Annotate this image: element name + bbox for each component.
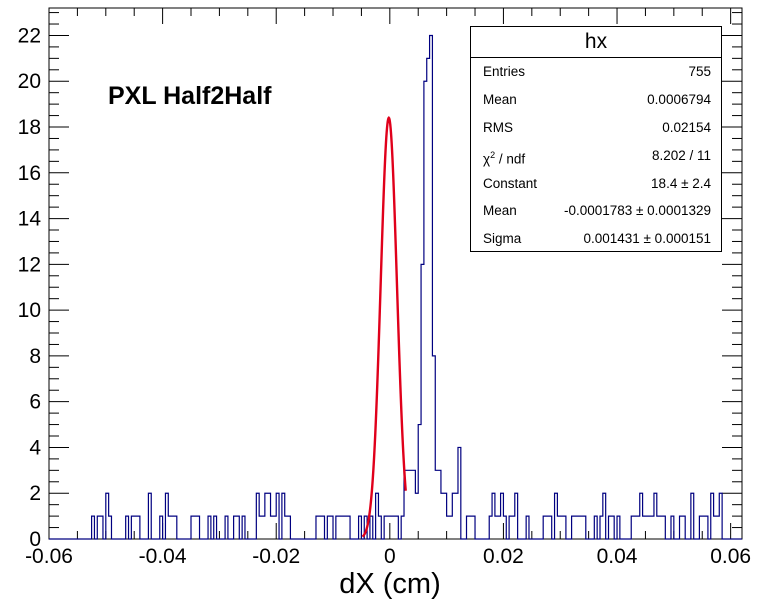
- stats-row-mean: Mean 0.0006794: [471, 86, 721, 114]
- stats-label: Sigma: [483, 231, 522, 247]
- stats-label: Mean: [483, 91, 517, 107]
- y-tick-label: 20: [18, 70, 41, 93]
- stats-title: hx: [471, 27, 721, 58]
- stats-label: Mean: [483, 203, 517, 219]
- plot-frame: [48, 7, 743, 540]
- stats-value: 0.02154: [662, 119, 711, 135]
- stats-row-sigma: Sigma 0.001431 ± 0.000151: [471, 225, 721, 253]
- x-tick-label: 0: [384, 545, 396, 568]
- stats-row-rms: RMS 0.02154: [471, 114, 721, 142]
- y-tick-label: 12: [18, 253, 41, 276]
- y-tick-label: 14: [18, 208, 42, 231]
- stats-row-fit-mean: Mean -0.0001783 ± 0.0001329: [471, 197, 721, 225]
- stats-box: hx Entries 755 Mean 0.0006794 RMS 0.0215…: [470, 26, 722, 252]
- y-tick-label: 8: [29, 345, 41, 368]
- stats-value: 18.4 ± 2.4: [651, 175, 711, 191]
- stats-label: Entries: [483, 64, 526, 79]
- x-tick-label: -0.02: [252, 545, 300, 568]
- stats-value: 8.202 / 11: [651, 147, 711, 163]
- stats-row-chi2: χ2 / ndf 8.202 / 11: [471, 142, 721, 170]
- stats-value: 0.001431 ± 0.000151: [583, 231, 711, 247]
- y-tick-label: 16: [18, 162, 41, 185]
- stats-value: -0.0001783 ± 0.0001329: [563, 203, 711, 219]
- axis-ticks: [48, 8, 742, 540]
- y-tick-label: 0: [29, 528, 41, 551]
- x-tick-label: -0.04: [139, 545, 187, 568]
- x-tick-label: 0.06: [710, 545, 751, 568]
- x-tick-label: 0.04: [597, 545, 638, 568]
- y-tick-label: 4: [29, 436, 41, 459]
- histogram-line: [49, 34, 742, 540]
- y-tick-label: 10: [18, 299, 41, 322]
- y-tick-labels: 0 2 4 6 8 10 12 14 16 18 20 22: [18, 24, 42, 551]
- stats-label: RMS: [483, 119, 513, 135]
- plot-title: PXL Half2Half: [108, 82, 272, 110]
- x-tick-label: 0.02: [483, 545, 524, 568]
- stats-label-chi2: χ2 / ndf: [483, 149, 526, 167]
- stats-label: Constant: [483, 175, 538, 191]
- x-axis-title: dX (cm): [339, 568, 441, 600]
- y-tick-label: 6: [29, 391, 41, 414]
- gaussian-fit-curve: [361, 116, 407, 538]
- stats-row-constant: Constant 18.4 ± 2.4: [471, 170, 721, 198]
- y-tick-label: 2: [29, 482, 41, 505]
- y-tick-label: 22: [18, 24, 41, 47]
- stats-value: 755: [688, 64, 711, 79]
- x-tick-label: -0.06: [25, 545, 73, 568]
- x-tick-labels: -0.06 -0.04 -0.02 0 0.02 0.04 0.06: [25, 545, 751, 568]
- stats-value: 0.0006794: [647, 91, 711, 107]
- y-tick-label: 18: [18, 116, 41, 139]
- stats-row-entries: Entries 755: [471, 58, 721, 86]
